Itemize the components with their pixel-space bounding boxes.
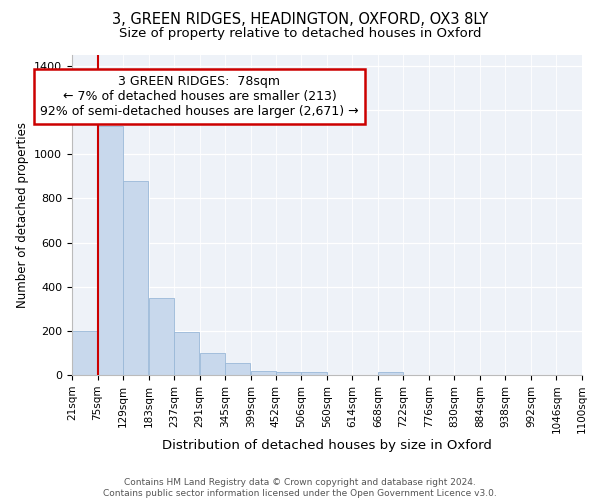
- Y-axis label: Number of detached properties: Number of detached properties: [16, 122, 29, 308]
- Text: 3 GREEN RIDGES:  78sqm
← 7% of detached houses are smaller (213)
92% of semi-det: 3 GREEN RIDGES: 78sqm ← 7% of detached h…: [40, 75, 359, 118]
- Bar: [175, 332, 199, 375]
- Bar: [98, 126, 123, 375]
- Text: 3, GREEN RIDGES, HEADINGTON, OXFORD, OX3 8LY: 3, GREEN RIDGES, HEADINGTON, OXFORD, OX3…: [112, 12, 488, 28]
- Bar: [226, 363, 250, 375]
- Bar: [72, 331, 97, 375]
- Bar: [378, 372, 403, 375]
- Bar: [124, 181, 148, 375]
- Bar: [301, 372, 326, 375]
- Bar: [276, 372, 301, 375]
- Text: Size of property relative to detached houses in Oxford: Size of property relative to detached ho…: [119, 28, 481, 40]
- X-axis label: Distribution of detached houses by size in Oxford: Distribution of detached houses by size …: [162, 439, 492, 452]
- Bar: [251, 370, 276, 375]
- Bar: [149, 298, 174, 375]
- Text: Contains HM Land Registry data © Crown copyright and database right 2024.
Contai: Contains HM Land Registry data © Crown c…: [103, 478, 497, 498]
- Bar: [200, 353, 225, 375]
